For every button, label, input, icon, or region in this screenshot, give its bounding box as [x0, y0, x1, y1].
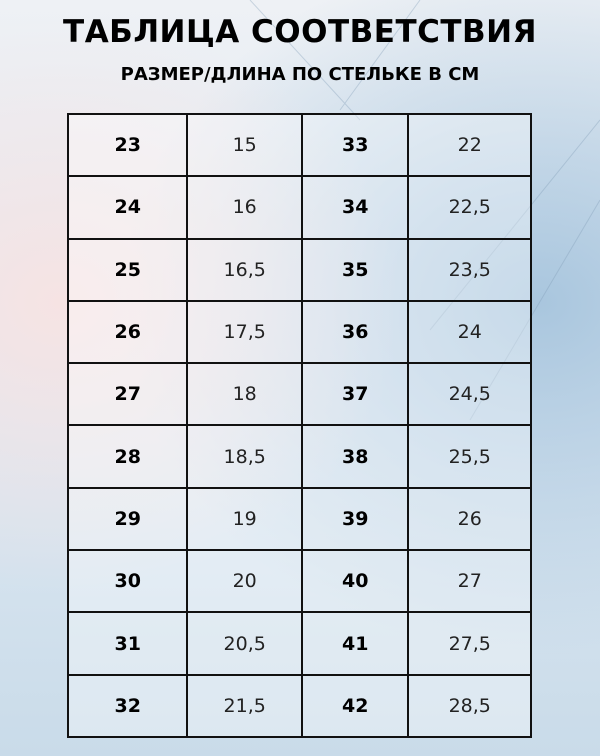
length-cell: 28,5: [407, 673, 532, 739]
length-cell: 26: [407, 486, 532, 552]
table-row: 23 15 33 22: [66, 112, 532, 178]
table-row: 24 16 34 22,5: [66, 175, 532, 240]
size-cell: 42: [300, 673, 410, 739]
size-cell: 30: [66, 549, 189, 614]
size-cell: 36: [300, 299, 410, 365]
length-cell: 18,5: [186, 424, 303, 489]
table-row: 30 20 40 27: [66, 549, 532, 614]
length-cell: 25,5: [407, 424, 532, 489]
table-row: 27 18 37 24,5: [66, 362, 532, 427]
length-cell: 16: [186, 175, 303, 240]
length-cell: 27,5: [407, 611, 532, 676]
size-cell: 29: [66, 486, 189, 552]
length-cell: 18: [186, 362, 303, 427]
length-cell: 23,5: [407, 237, 532, 302]
size-cell: 28: [66, 424, 189, 489]
length-cell: 24: [407, 299, 532, 365]
page-title: ТАБЛИЦА СООТВЕТСТВИЯ: [63, 14, 537, 50]
length-cell: 19: [186, 486, 303, 552]
size-cell: 32: [66, 673, 189, 739]
length-cell: 22: [407, 112, 532, 178]
length-cell: 16,5: [186, 237, 303, 302]
size-cell: 23: [66, 112, 189, 178]
length-cell: 15: [186, 112, 303, 178]
table-row: 25 16,5 35 23,5: [66, 237, 532, 302]
length-cell: 24,5: [407, 362, 532, 427]
length-cell: 20: [186, 549, 303, 614]
size-cell: 35: [300, 237, 410, 302]
size-cell: 34: [300, 175, 410, 240]
size-cell: 38: [300, 424, 410, 489]
table-row: 32 21,5 42 28,5: [66, 673, 532, 739]
size-cell: 33: [300, 112, 410, 178]
size-cell: 40: [300, 549, 410, 614]
table-row: 31 20,5 41 27,5: [66, 611, 532, 676]
size-cell: 26: [66, 299, 189, 365]
size-cell: 27: [66, 362, 189, 427]
size-cell: 39: [300, 486, 410, 552]
size-cell: 24: [66, 175, 189, 240]
length-cell: 17,5: [186, 299, 303, 365]
length-cell: 21,5: [186, 673, 303, 739]
size-cell: 37: [300, 362, 410, 427]
length-cell: 20,5: [186, 611, 303, 676]
size-cell: 31: [66, 611, 189, 676]
size-cell: 41: [300, 611, 410, 676]
size-cell: 25: [66, 237, 189, 302]
page-subtitle: РАЗМЕР/ДЛИНА ПО СТЕЛЬКЕ В СМ: [120, 64, 480, 85]
table-row: 28 18,5 38 25,5: [66, 424, 532, 489]
length-cell: 27: [407, 549, 532, 614]
table-row: 26 17,5 36 24: [66, 299, 532, 365]
table-row: 29 19 39 26: [66, 486, 532, 552]
size-table: 23 15 33 22 24 16 34 22,5 25 16,5 35 23,5 26 17,5 36 24…: [66, 112, 532, 739]
length-cell: 22,5: [407, 175, 532, 240]
